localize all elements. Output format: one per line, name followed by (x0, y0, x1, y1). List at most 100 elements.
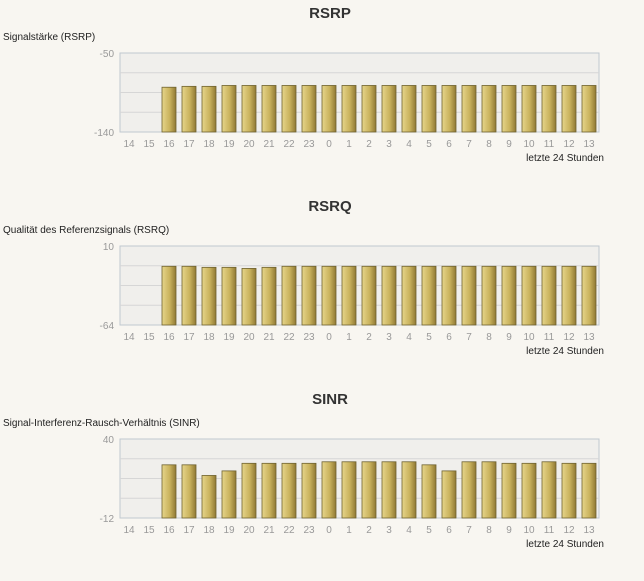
chart-title: SINR (312, 391, 348, 408)
bar (401, 461, 417, 519)
bar (561, 85, 577, 133)
x-tick-label: 23 (303, 525, 315, 536)
chart-ylabel: Signalstärke (RSRP) (3, 32, 96, 43)
x-tick-label: 14 (123, 332, 135, 343)
x-tick-label: 6 (446, 139, 452, 150)
x-tick-label: 19 (223, 332, 235, 343)
bar (581, 462, 597, 519)
bar (581, 265, 597, 326)
x-tick-label: 2 (366, 139, 372, 150)
x-tick-label: 0 (326, 525, 332, 536)
x-tick-label: 0 (326, 139, 332, 150)
x-tick-label: 16 (163, 139, 175, 150)
bar (341, 85, 357, 133)
chart-title: RSRP (309, 5, 351, 22)
bar (521, 462, 537, 519)
bar (401, 85, 417, 133)
bar (541, 461, 557, 519)
bar (581, 85, 597, 133)
bar (541, 85, 557, 133)
bar (461, 461, 477, 519)
x-tick-label: 1 (346, 139, 352, 150)
x-tick-label: 18 (203, 332, 215, 343)
x-tick-label: 6 (446, 525, 452, 536)
bar (281, 265, 297, 326)
bar (181, 464, 197, 519)
bar (301, 265, 317, 326)
bar (201, 266, 217, 326)
x-tick-label: 16 (163, 332, 175, 343)
x-tick-label: 7 (466, 139, 472, 150)
bar (261, 266, 277, 326)
x-tick-label: 6 (446, 332, 452, 343)
bar (481, 265, 497, 326)
x-tick-label: 20 (243, 139, 255, 150)
x-tick-label: 8 (486, 332, 492, 343)
bar (241, 85, 257, 133)
bar (561, 265, 577, 326)
x-tick-label: 20 (243, 525, 255, 536)
x-tick-label: 22 (283, 525, 295, 536)
x-tick-label: 5 (426, 139, 432, 150)
x-tick-label: 13 (583, 332, 595, 343)
bar (181, 265, 197, 326)
bar (401, 265, 417, 326)
x-tick-label: 22 (283, 139, 295, 150)
bar (301, 85, 317, 133)
x-tick-label: 23 (303, 139, 315, 150)
x-tick-label: 7 (466, 525, 472, 536)
x-tick-label: 2 (366, 332, 372, 343)
x-tick-label: 3 (386, 332, 392, 343)
y-tick-label: -50 (100, 49, 115, 60)
bar (501, 265, 517, 326)
bar (501, 462, 517, 519)
x-tick-label: 20 (243, 332, 255, 343)
bar (361, 461, 377, 519)
bar (441, 470, 457, 519)
x-tick-label: 18 (203, 139, 215, 150)
x-tick-label: 21 (263, 332, 275, 343)
x-tick-label: 2 (366, 525, 372, 536)
bar (301, 462, 317, 519)
bar (321, 85, 337, 133)
x-axis-label: letzte 24 Stunden (526, 346, 604, 357)
chart-ylabel: Qualität des Referenzsignals (RSRQ) (3, 225, 170, 236)
x-tick-label: 7 (466, 332, 472, 343)
bar (321, 265, 337, 326)
x-tick-label: 1 (346, 332, 352, 343)
x-tick-label: 5 (426, 332, 432, 343)
x-tick-label: 19 (223, 525, 235, 536)
x-tick-label: 12 (563, 525, 575, 536)
x-tick-label: 10 (523, 139, 535, 150)
x-tick-label: 4 (406, 139, 412, 150)
x-tick-label: 10 (523, 332, 535, 343)
x-tick-label: 5 (426, 525, 432, 536)
bar (281, 462, 297, 519)
x-tick-label: 8 (486, 139, 492, 150)
bar (421, 464, 437, 519)
x-tick-label: 4 (406, 525, 412, 536)
x-tick-label: 12 (563, 332, 575, 343)
bar (281, 85, 297, 133)
x-tick-label: 12 (563, 139, 575, 150)
bar (461, 85, 477, 133)
x-tick-label: 13 (583, 525, 595, 536)
bar (221, 266, 237, 326)
x-tick-label: 8 (486, 525, 492, 536)
bar (181, 85, 197, 133)
x-tick-label: 23 (303, 332, 315, 343)
x-tick-label: 3 (386, 525, 392, 536)
bar (221, 85, 237, 133)
bar (201, 475, 217, 519)
chart-ylabel: Signal-Interferenz-Rausch-Verhältnis (SI… (3, 418, 200, 429)
rsrq-panel: RSRQ Qualität des Referenzsignals (RSRQ)… (0, 198, 644, 388)
bar (541, 265, 557, 326)
x-tick-label: 19 (223, 139, 235, 150)
bar (461, 265, 477, 326)
x-tick-label: 1 (346, 525, 352, 536)
bar (421, 85, 437, 133)
x-tick-label: 18 (203, 525, 215, 536)
bar (161, 265, 177, 326)
bar (521, 85, 537, 133)
